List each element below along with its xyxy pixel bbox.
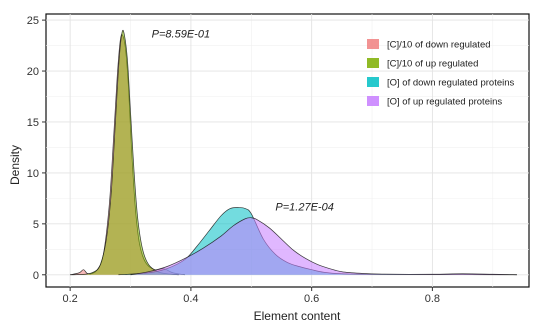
series-o-up-regulated-area [130, 217, 517, 275]
series-o-down-regulated-legend-label: [O] of down regulated proteins [387, 78, 515, 89]
series-o-up-regulated-outline [130, 217, 517, 276]
series-c-up-regulated-legend-key [367, 58, 379, 68]
series-c-up-regulated-legend-label: [C]/10 of up regulated [387, 59, 478, 70]
y-tick-label: 5 [33, 219, 39, 231]
series-c-down-regulated-legend-key [367, 39, 379, 49]
annotations: P=8.59E-01 P=1.27E-04 [152, 28, 334, 213]
x-tick-label: 0.8 [425, 293, 440, 305]
series-o-down-regulated-legend-key [367, 77, 379, 87]
x-tick-label: 0.6 [304, 293, 319, 305]
y-axis-label: Density [8, 145, 22, 185]
y-tick-label: 10 [27, 168, 39, 180]
x-tick-label: 0.4 [183, 293, 198, 305]
legend: [C]/10 of down regulated [C]/10 of up reg… [367, 39, 515, 108]
y-tick-label: 15 [27, 117, 39, 129]
series-c-down-regulated-legend-label: [C]/10 of down regulated [387, 40, 491, 51]
series-c-up-regulated-area [70, 30, 179, 275]
series-o-up-regulated-legend-key [367, 96, 379, 106]
axes: 0.2 0.4 0.6 0.8 0 5 10 15 20 25 [27, 15, 440, 305]
p-value-annotation-1: P=8.59E-01 [152, 28, 210, 40]
x-axis-label: Element content [254, 309, 341, 323]
series-o-up-regulated-legend-label: [O] of up regulated proteins [387, 97, 502, 108]
y-tick-label: 20 [27, 66, 39, 78]
x-tick-label: 0.2 [63, 293, 78, 305]
p-value-annotation-2: P=1.27E-04 [275, 202, 333, 214]
density-areas [70, 29, 517, 276]
y-tick-label: 0 [33, 270, 39, 282]
y-tick-label: 25 [27, 15, 39, 27]
series-c-up-regulated-outline [70, 29, 179, 276]
